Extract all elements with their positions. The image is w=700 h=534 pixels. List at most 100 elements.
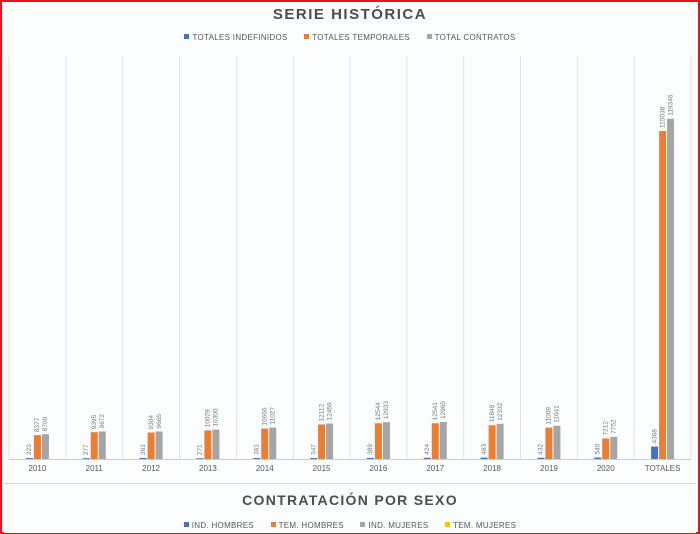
data-label: 11027 [269, 407, 276, 425]
bar-2016-1 [374, 423, 382, 459]
data-label: 8377 [34, 417, 41, 432]
bar-2012-1 [147, 432, 155, 459]
data-label: 483 [481, 443, 488, 454]
bar-TOTALES-0 [651, 446, 659, 459]
bar-2015-0 [310, 458, 318, 459]
legend-item-ind-mujeres: IND. MUJERES [360, 521, 428, 530]
x-tick-label: 2017 [426, 464, 444, 473]
bar-2016-2 [382, 422, 390, 459]
bar-plot: 323 8377 8700 2010 277 9395 9672 2011 361 9304 966… [8, 56, 692, 473]
legend-item-contratos: TOTAL CONTRATOS [426, 33, 516, 42]
x-tick-label: 2020 [597, 464, 615, 473]
bar-2017-0 [423, 457, 431, 459]
data-label: 361 [253, 444, 260, 455]
second-chart-title: CONTRATACIÓN POR SEXO [242, 492, 458, 508]
bar-2011-1 [90, 432, 98, 459]
legend-swatch [445, 522, 451, 528]
legend-item-temporales: TOTALES TEMPORALES [304, 33, 410, 42]
x-tick-label: 2018 [483, 464, 501, 473]
x-tick-label: 2012 [142, 464, 160, 473]
data-label: 10029 [205, 409, 212, 427]
second-chart-legend: IND. HOMBRES TEM. HOMBRES IND. MUJERES T… [4, 521, 696, 530]
legend-swatch [360, 522, 366, 528]
x-tick-label: 2015 [313, 464, 331, 473]
data-label: 9672 [99, 414, 106, 429]
data-label: 9395 [91, 414, 98, 429]
x-tick-label: 2019 [540, 464, 558, 473]
data-label: 10300 [213, 408, 220, 426]
x-tick-label: 2016 [370, 464, 388, 473]
data-label: 12459 [326, 402, 333, 420]
data-label: 424 [424, 444, 431, 455]
data-label: 389 [367, 444, 374, 455]
x-tick-label: 2011 [86, 464, 104, 473]
data-label: 11849 [489, 404, 496, 422]
bar-2018-1 [488, 425, 496, 459]
bar-2010-0 [25, 458, 33, 459]
data-label: 7212 [602, 421, 609, 436]
legend-label: TOTALES INDEFINIDOS [192, 33, 288, 42]
legend-label: TOTAL CONTRATOS [434, 33, 516, 42]
data-label: 11641 [554, 405, 561, 423]
bar-2012-2 [155, 431, 163, 459]
legend-label: IND. MUJERES [368, 521, 429, 530]
historic-series-chart: SERIE HISTÓRICA TOTALES INDEFINIDOS TOTA… [4, 4, 696, 482]
legend-swatch [426, 34, 432, 40]
data-label: 12112 [318, 403, 325, 421]
data-label: 4368 [651, 429, 658, 444]
bar-2020-2 [610, 436, 618, 459]
data-label: 271 [197, 444, 204, 455]
x-tick-label: 2014 [256, 464, 274, 473]
legend-swatch [183, 522, 189, 528]
data-label: 9665 [156, 414, 163, 429]
data-label: 12965 [440, 401, 447, 419]
legend-swatch [270, 522, 276, 528]
legend-label: TEM. MUJERES [453, 521, 517, 530]
bar-2015-1 [318, 424, 326, 459]
bar-2018-2 [496, 423, 504, 459]
bar-2011-0 [82, 458, 90, 459]
bar-2014-2 [269, 427, 277, 459]
legend-swatch [184, 34, 190, 40]
bar-2018-0 [480, 457, 488, 459]
bar-TOTALES-1 [659, 131, 667, 459]
data-label: 540 [594, 443, 601, 454]
bar-2014-0 [253, 457, 261, 459]
legend-item-tem-mujeres: TEM. MUJERES [445, 521, 516, 530]
data-label: 11009 [546, 407, 553, 425]
chart-title: SERIE HISTÓRICA [272, 6, 428, 23]
bar-2019-1 [545, 427, 553, 459]
bar-2015-2 [326, 423, 334, 459]
x-tick-label: TOTALES [645, 464, 681, 473]
bar-TOTALES-2 [667, 118, 675, 460]
data-label: 8700 [42, 416, 49, 431]
bar-2013-2 [212, 429, 220, 459]
data-label: 7752 [610, 419, 617, 434]
bar-2011-2 [98, 431, 106, 459]
legend-item-tem-hombres: TEM. HOMBRES [270, 521, 344, 530]
data-label: 12332 [497, 402, 504, 420]
sex-chart-header: CONTRATACIÓN POR SEXO IND. HOMBRES TEM. … [4, 483, 696, 533]
legend-label: TEM. HOMBRES [278, 521, 344, 530]
bar-2019-2 [553, 425, 561, 459]
data-label: 12933 [383, 401, 390, 419]
bar-2019-0 [537, 457, 545, 459]
bar-2013-1 [204, 430, 212, 459]
legend-label: IND. HOMBRES [191, 521, 255, 530]
bar-2020-0 [594, 457, 602, 459]
data-label: 361 [140, 444, 147, 455]
x-tick-label: 2013 [199, 464, 217, 473]
bar-2012-0 [139, 457, 147, 459]
bar-2014-1 [261, 428, 269, 459]
bar-2013-0 [196, 458, 204, 459]
bar-2017-2 [439, 422, 447, 459]
bar-2016-0 [366, 457, 374, 459]
data-label: 432 [538, 444, 545, 455]
data-label: 115038 [659, 106, 666, 128]
data-label: 323 [26, 444, 33, 455]
data-label: 277 [83, 444, 90, 455]
bar-2020-1 [602, 438, 610, 459]
bar-2010-1 [33, 435, 41, 459]
bar-2017-1 [431, 423, 439, 459]
